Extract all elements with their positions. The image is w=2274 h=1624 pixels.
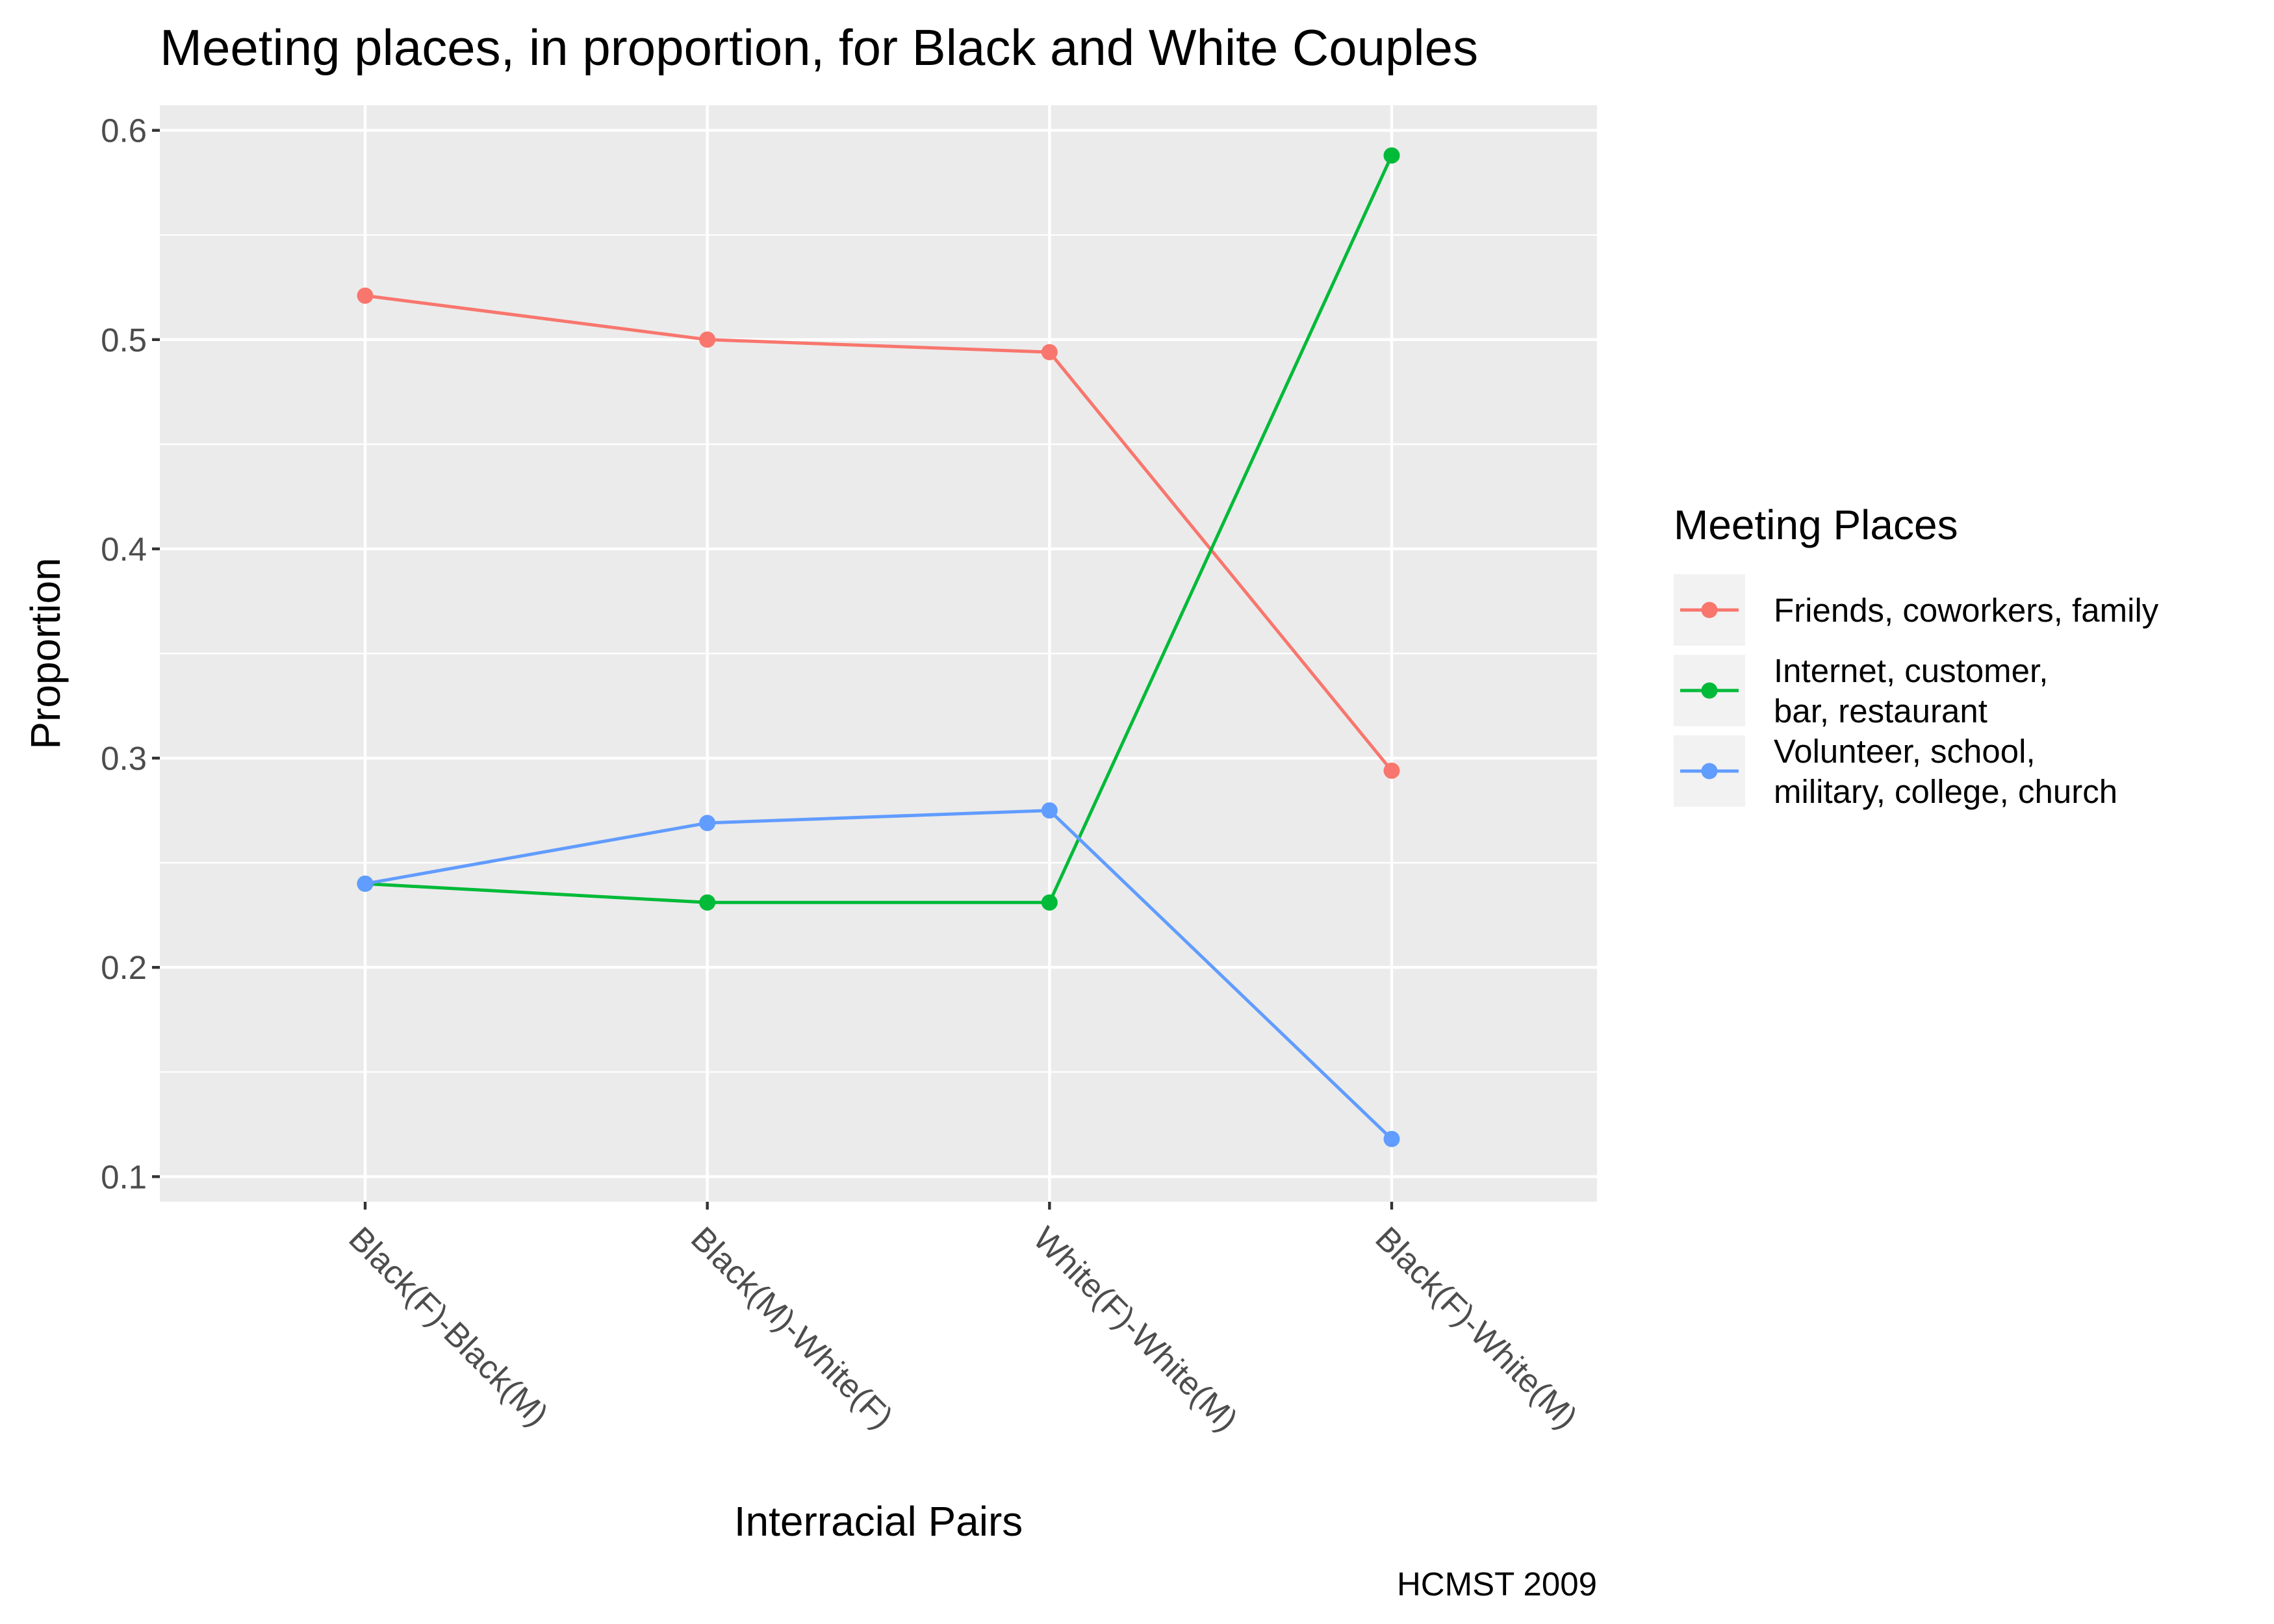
x-tick-label: Black(M)-White(F) — [684, 1219, 901, 1436]
data-point — [699, 894, 716, 911]
chart-caption: HCMST 2009 — [1397, 1566, 1597, 1603]
legend-key-point — [1701, 763, 1718, 780]
legend-label: Internet, customer, — [1774, 652, 2048, 689]
y-tick-label: 0.1 — [101, 1158, 147, 1195]
series-line — [364, 809, 1393, 1141]
data-point — [699, 331, 716, 348]
y-axis: 0.1 0.2 0.3 0.4 0.5 0.6 — [101, 112, 160, 1195]
y-tick-label: 0.3 — [101, 740, 147, 777]
minor-gridlines — [160, 234, 1597, 1073]
legend-title: Meeting Places — [1674, 501, 1958, 548]
legend: Meeting Places Friends, coworkers, famil… — [1674, 501, 2159, 810]
series-line — [364, 294, 1393, 772]
data-point — [1041, 344, 1058, 361]
legend-key-point — [1701, 602, 1718, 618]
y-tick-label: 0.6 — [101, 112, 147, 149]
legend-label: Friends, coworkers, family — [1774, 592, 2159, 629]
data-point — [1383, 147, 1400, 164]
legend-items: Friends, coworkers, family Internet, cust… — [1674, 574, 2159, 810]
y-axis-title: Proportion — [22, 557, 69, 749]
data-point — [699, 815, 716, 831]
x-tick-label: Black(F)-Black(M) — [342, 1219, 556, 1433]
x-tick-label: Black(F)-White(M) — [1368, 1219, 1585, 1436]
y-tick-label: 0.2 — [101, 949, 147, 986]
legend-key-point — [1701, 682, 1718, 699]
data-point — [357, 875, 374, 892]
chart-title: Meeting places, in proportion, for Black… — [160, 19, 1478, 76]
x-axis-title: Interracial Pairs — [734, 1498, 1023, 1545]
x-axis: Black(F)-Black(M) Black(M)-White(F) White(… — [342, 1202, 1585, 1438]
series-line — [364, 155, 1394, 904]
y-tick-label: 0.4 — [101, 531, 147, 568]
x-tick-label: White(F)-White(M) — [1027, 1219, 1246, 1438]
legend-label: Volunteer, school, — [1774, 733, 2036, 770]
major-gridlines — [160, 105, 1597, 1202]
series-layer — [357, 147, 1400, 1147]
legend-label: bar, restaurant — [1774, 692, 1987, 730]
data-point — [1041, 802, 1058, 819]
data-point — [1383, 762, 1400, 779]
y-tick-label: 0.5 — [101, 322, 147, 359]
data-point — [357, 287, 374, 304]
data-point — [1383, 1130, 1400, 1147]
legend-label: military, college, church — [1774, 773, 2117, 810]
data-point — [1041, 894, 1058, 911]
